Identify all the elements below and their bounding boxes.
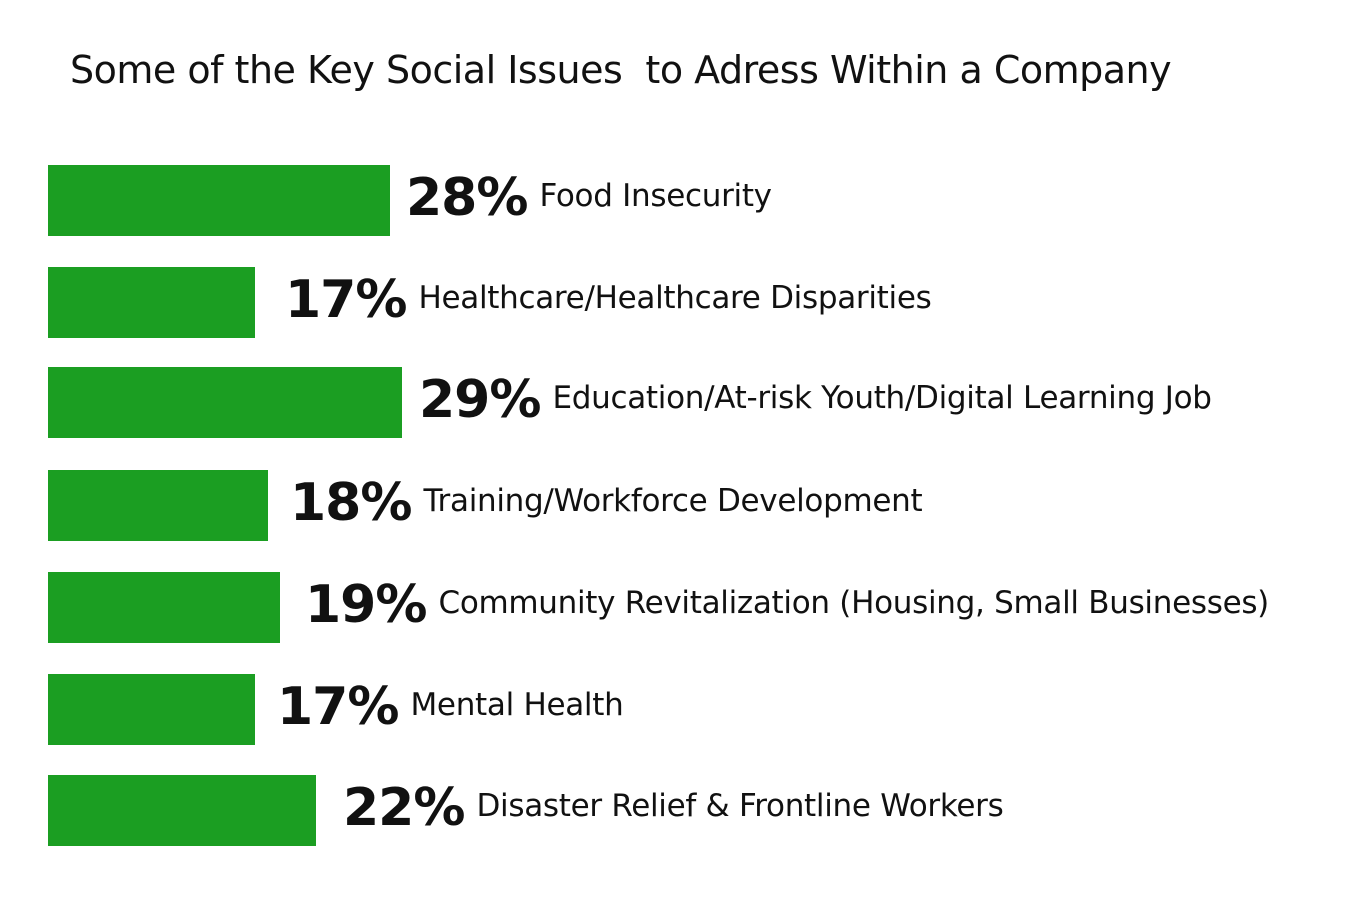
bar-category-label: Mental Health — [410, 687, 624, 723]
bar — [48, 775, 316, 846]
bar-category-label: Training/Workforce Development — [423, 483, 923, 519]
bar-value-label: 17% — [285, 270, 407, 330]
bar — [48, 367, 402, 438]
bar — [48, 674, 255, 745]
bar — [48, 267, 255, 338]
bar-category-label: Education/At-risk Youth/Digital Learning… — [552, 380, 1212, 416]
bar-value-label: 19% — [305, 575, 427, 635]
bar-value-label: 22% — [343, 778, 465, 838]
bar-category-label: Disaster Relief & Frontline Workers — [476, 788, 1004, 824]
bar-value-label: 29% — [419, 370, 541, 430]
bar-value-label: 18% — [290, 473, 412, 533]
bar-category-label: Community Revitalization (Housing, Small… — [438, 585, 1269, 621]
bar — [48, 572, 280, 643]
bar — [48, 470, 268, 541]
bar — [48, 165, 390, 236]
bar-value-label: 28% — [406, 168, 528, 228]
bar-category-label: Food Insecurity — [539, 178, 772, 214]
bar-value-label: 17% — [277, 677, 399, 737]
chart-title: Some of the Key Social Issues to Adress … — [70, 48, 1172, 92]
bar-category-label: Healthcare/Healthcare Disparities — [418, 280, 932, 316]
